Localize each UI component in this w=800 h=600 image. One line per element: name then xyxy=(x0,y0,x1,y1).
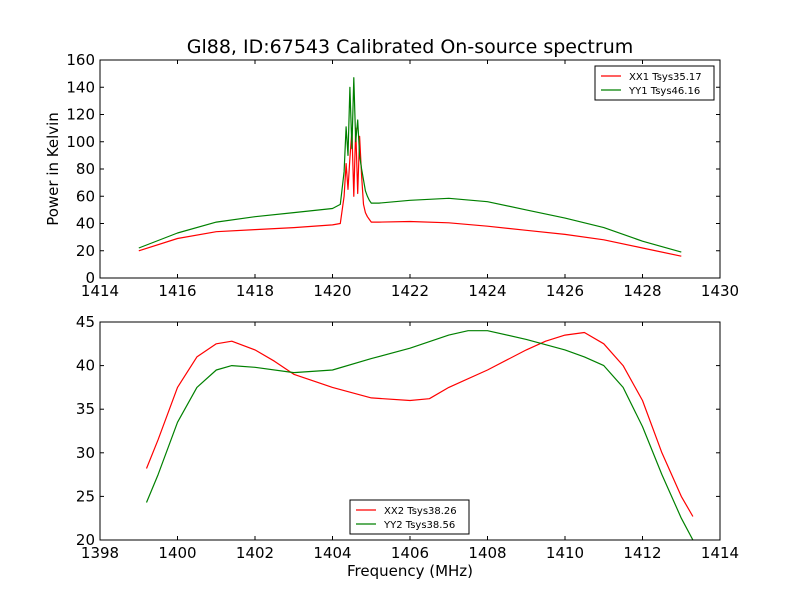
series-line-xx xyxy=(145,331,694,517)
x-tick-label: 1430 xyxy=(701,282,739,300)
legend-entry: XX2 Tsys38.26 xyxy=(384,506,457,517)
y-tick-label: 100 xyxy=(66,133,95,151)
x-tick-label: 1402 xyxy=(236,544,274,562)
top-spectrum-panel: 1414 1416 1418 1420 1422 1424 1426 1428 1430 0 20 4… xyxy=(44,51,739,300)
top-plot-frame xyxy=(99,59,721,279)
top-y-axis-label: Power in Kelvin xyxy=(44,112,62,226)
y-tick-label: 140 xyxy=(66,78,95,96)
figure-title: Gl88, ID:67543 Calibrated On-source spec… xyxy=(187,36,634,58)
bottom-series xyxy=(145,330,694,540)
series-line-yy xyxy=(145,330,694,540)
x-tick-label: 1406 xyxy=(391,544,429,562)
x-tick-label: 1410 xyxy=(546,544,584,562)
y-tick-label: 30 xyxy=(76,444,95,462)
legend-box xyxy=(349,499,470,535)
bottom-spectrum-panel: 1398 1400 1402 1404 1406 1408 1410 1412 1414 20 25… xyxy=(76,313,739,580)
legend-entry: XX1 Tsys35.17 xyxy=(629,72,702,83)
x-tick-label: 1424 xyxy=(468,282,506,300)
series-line-yy xyxy=(138,77,682,253)
legend-entry: YY1 Tsys46.16 xyxy=(628,86,700,97)
x-tick-label: 1418 xyxy=(236,282,274,300)
x-tick-label: 1428 xyxy=(623,282,661,300)
y-tick-label: 80 xyxy=(76,160,95,178)
y-tick-label: 160 xyxy=(66,51,95,69)
y-tick-label: 20 xyxy=(76,242,95,260)
top-ticks: 1414 1416 1418 1420 1422 1424 1426 1428 1430 0 20 4… xyxy=(66,51,739,300)
x-tick-label: 1422 xyxy=(391,282,429,300)
x-tick-label: 1408 xyxy=(468,544,506,562)
x-tick-label: 1426 xyxy=(546,282,584,300)
x-tick-label: 1416 xyxy=(158,282,196,300)
x-tick-label: 1414 xyxy=(701,544,739,562)
y-tick-label: 45 xyxy=(76,313,95,331)
y-tick-label: 40 xyxy=(76,215,95,233)
top-legend: XX1 Tsys35.17 YY1 Tsys46.16 xyxy=(594,65,715,101)
legend-entry: YY2 Tsys38.56 xyxy=(383,520,455,531)
legend-box xyxy=(594,65,715,101)
bottom-plot-frame xyxy=(99,321,721,541)
x-tick-label: 1414 xyxy=(81,282,119,300)
series-line-xx xyxy=(138,127,682,257)
x-tick-label: 1400 xyxy=(158,544,196,562)
x-tick-label: 1398 xyxy=(81,544,119,562)
bottom-x-axis-label: Frequency (MHz) xyxy=(347,562,473,580)
x-tick-label: 1420 xyxy=(313,282,351,300)
top-series xyxy=(138,77,682,257)
y-tick-label: 25 xyxy=(76,487,95,505)
y-tick-label: 20 xyxy=(76,531,95,549)
bottom-legend: XX2 Tsys38.26 YY2 Tsys38.56 xyxy=(349,499,470,535)
y-tick-label: 0 xyxy=(85,269,95,287)
y-tick-label: 40 xyxy=(76,357,95,375)
x-tick-label: 1412 xyxy=(623,544,661,562)
y-tick-label: 120 xyxy=(66,106,95,124)
y-tick-label: 35 xyxy=(76,400,95,418)
y-tick-label: 60 xyxy=(76,187,95,205)
bottom-ticks: 1398 1400 1402 1404 1406 1408 1410 1412 1414 20 25… xyxy=(76,313,739,562)
x-tick-label: 1404 xyxy=(313,544,351,562)
